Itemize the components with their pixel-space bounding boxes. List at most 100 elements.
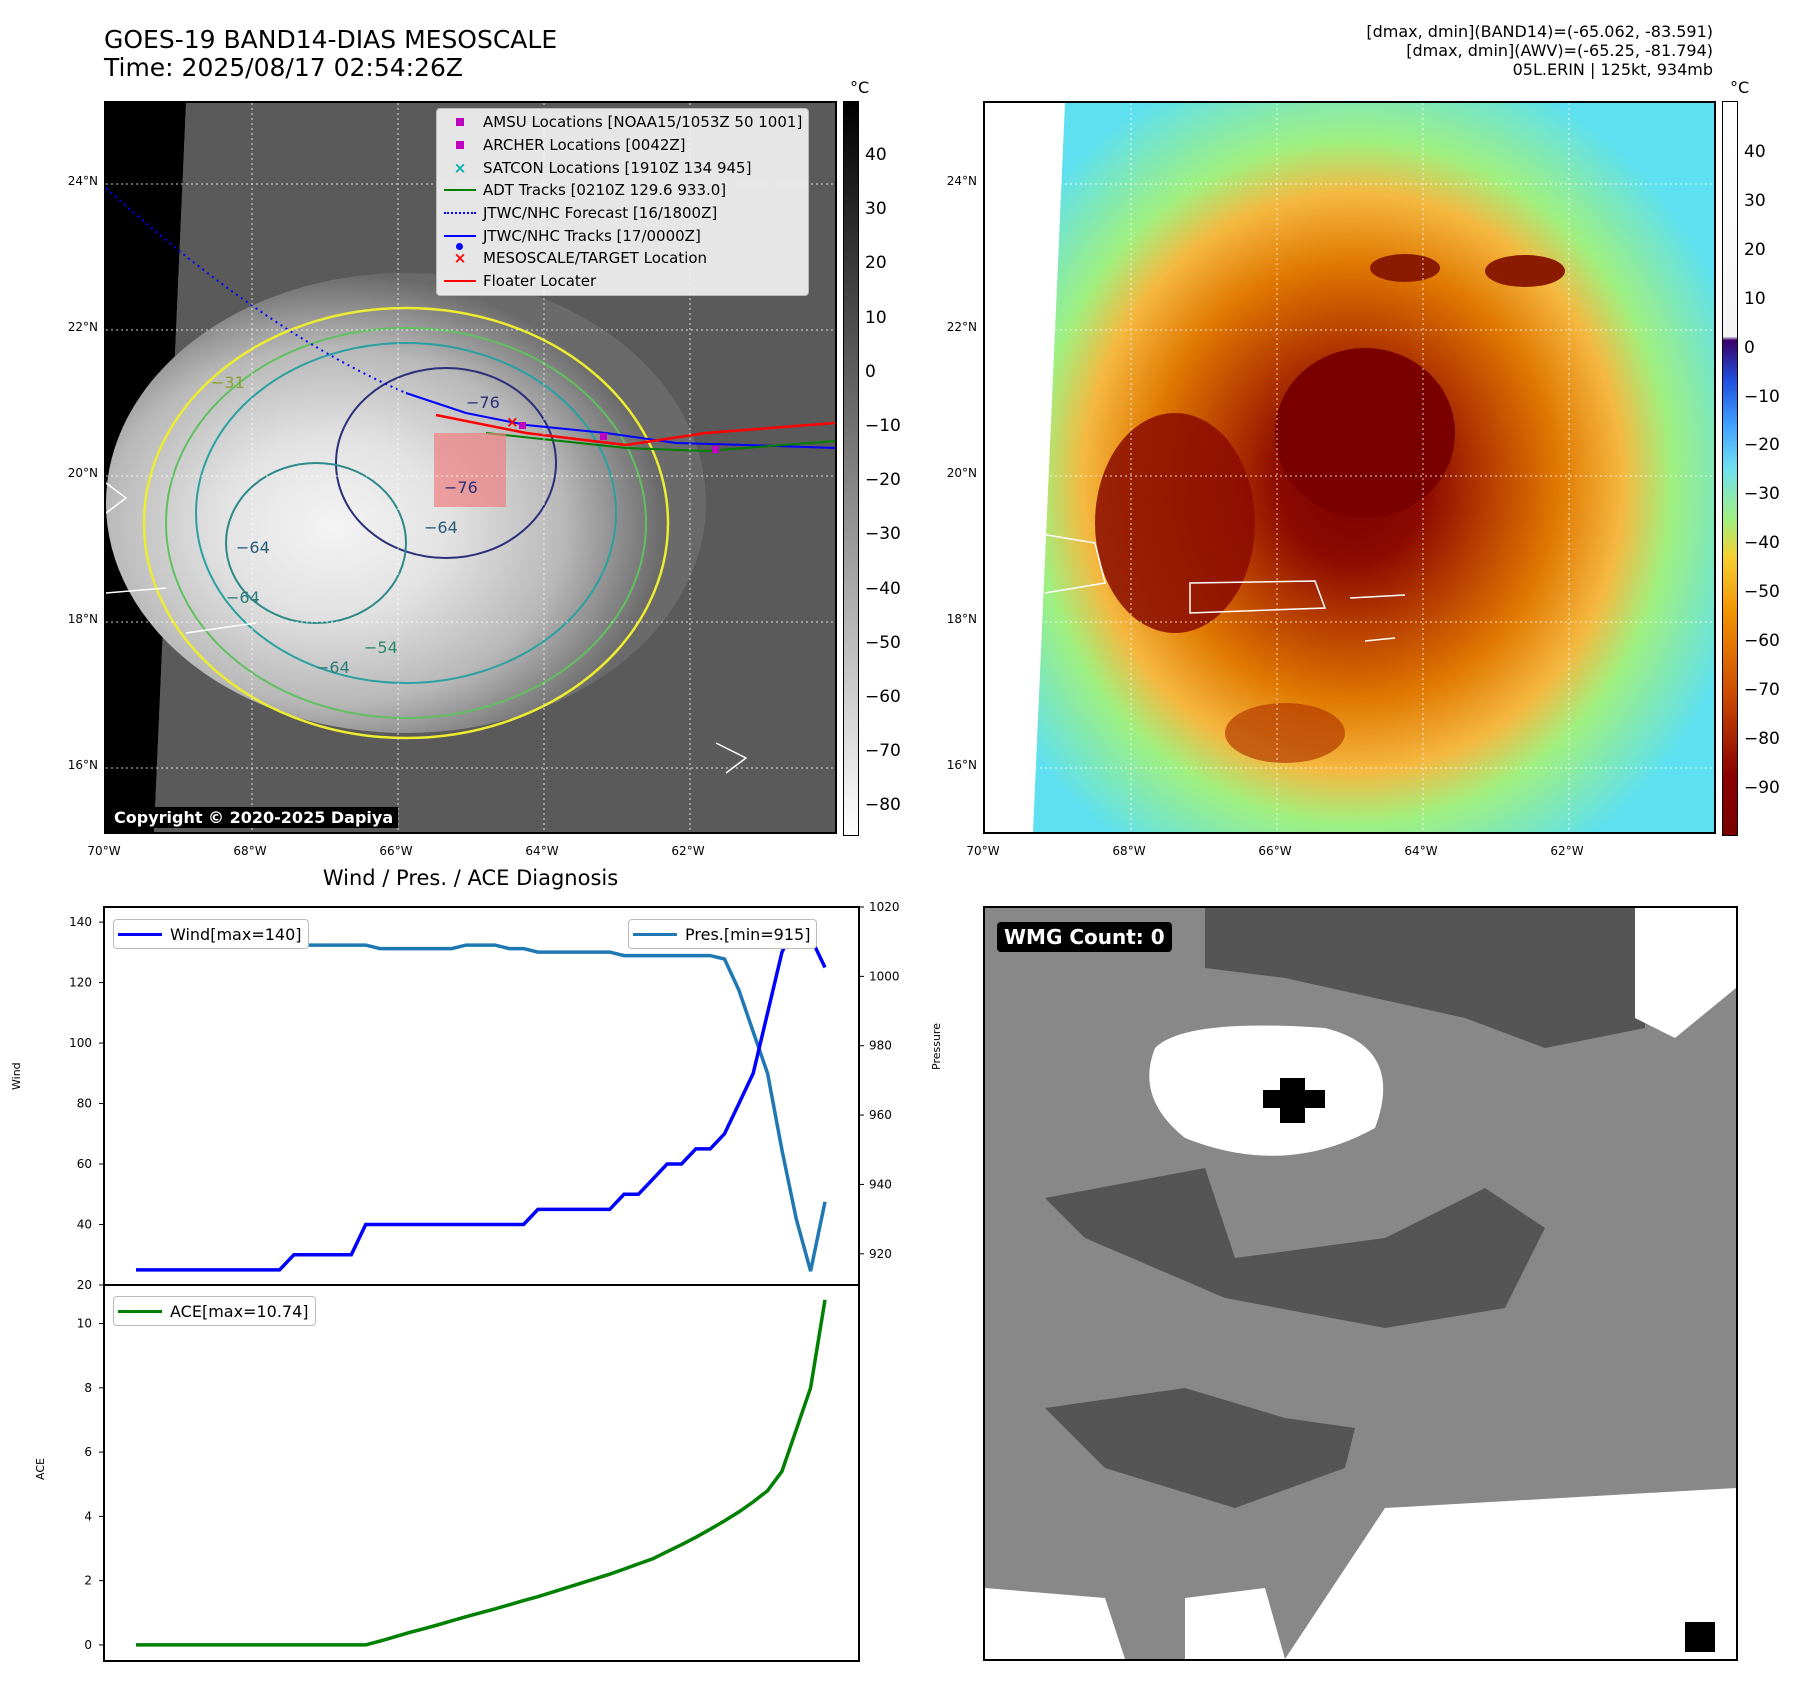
lon-label: 70°W	[87, 844, 121, 858]
copyright-badge: Copyright © 2020-2025 Dapiya	[109, 807, 399, 828]
colorbar-tick-label: −50	[865, 632, 901, 653]
title-line-2: Time: 2025/08/17 02:54:26Z	[104, 53, 463, 82]
wind-tick-label: 140	[69, 915, 92, 929]
ace-tick-label: 0	[84, 1638, 92, 1652]
colorbar-tick-label: −80	[865, 795, 901, 816]
lon-label: 62°W	[671, 844, 705, 858]
ace-tick-label: 4	[84, 1509, 92, 1523]
pressure-tick-label: 1000	[869, 969, 900, 983]
legend-item: × SATCON Locations [1910Z 134 945]	[437, 156, 802, 179]
contour-label: −54	[364, 638, 398, 657]
wmg-panel: WMG Count: 0	[983, 906, 1738, 1661]
ace-tick-label: 2	[84, 1574, 92, 1588]
colorbar-tick-label: −90	[1744, 777, 1780, 798]
lon-label: 68°W	[233, 844, 267, 858]
lat-label: 22°N	[67, 320, 98, 334]
diagnosis-title: Wind / Pres. / ACE Diagnosis	[322, 866, 619, 890]
lon-label: 64°W	[1404, 844, 1438, 858]
colorbar-tick-label: −10	[1744, 386, 1780, 407]
pressure-axis-label: Pressure	[930, 1023, 943, 1070]
line-dot-marker-icon	[437, 234, 483, 250]
wind-pressure-plot-frame	[103, 906, 860, 1286]
colorbar-tick-label: 40	[865, 145, 887, 165]
lon-label: 64°W	[525, 844, 559, 858]
legend-item: Floater Locater	[437, 270, 802, 293]
right-colorbar-unit: °C	[1730, 78, 1750, 97]
wind-tick-label: 20	[77, 1278, 92, 1292]
colorbar-tick-label: 30	[1744, 190, 1766, 211]
wind-tick-label: 40	[77, 1218, 92, 1232]
ace-tick-label: 10	[77, 1317, 92, 1331]
square-marker-icon	[437, 141, 483, 150]
left-colorbar-unit: °C	[850, 78, 870, 97]
colorbar-tick-label: −80	[1744, 728, 1780, 749]
line-marker-icon	[118, 932, 162, 936]
color-ir-map-panel	[983, 101, 1716, 834]
lon-label: 66°W	[1258, 844, 1292, 858]
colorbar-tick-label: −60	[865, 687, 901, 707]
wind-tick-label: 60	[77, 1157, 92, 1171]
lat-label: 24°N	[946, 174, 977, 188]
lat-label: 16°N	[946, 758, 977, 772]
lat-label: 20°N	[67, 466, 98, 480]
wind-tick-label: 100	[69, 1036, 92, 1050]
colorbar-tick-label: 0	[1744, 337, 1755, 358]
contour-label: −64	[226, 588, 260, 607]
wmg-count-badge: WMG Count: 0	[997, 922, 1172, 952]
lat-label: 16°N	[67, 758, 98, 772]
colorbar-tick-label: −20	[1744, 435, 1780, 456]
contour-label: −31	[211, 373, 245, 392]
lon-label: 62°W	[1550, 844, 1584, 858]
lon-label: 68°W	[1112, 844, 1146, 858]
legend-item: AMSU Locations [NOAA15/1053Z 50 1001]	[437, 111, 802, 134]
wind-legend-label: Wind[max=140]	[170, 924, 302, 944]
colorbar-tick-label: −30	[865, 524, 901, 545]
title-line-1: GOES-19 BAND14-DIAS MESOSCALE	[104, 25, 558, 54]
x-marker-icon: ×	[453, 249, 467, 268]
line-marker-icon	[118, 1309, 162, 1313]
colorbar-tick-label: −40	[865, 578, 901, 599]
ace-legend: ACE[max=10.74]	[113, 1296, 316, 1326]
color-ir-map-image	[985, 103, 1714, 832]
contour-label: −64	[236, 538, 270, 557]
contour-label: −76	[466, 393, 500, 412]
eye-marker	[1263, 1078, 1325, 1123]
contour-label: −76	[444, 478, 478, 497]
lat-label: 20°N	[946, 466, 977, 480]
colorbar-tick-label: 20	[1744, 239, 1766, 260]
stats-line-2: [dmax, dmin](AWV)=(-65.25, -81.794)	[1406, 41, 1713, 60]
colorbar-tick-label: 10	[1744, 288, 1766, 309]
ace-tick-label: 6	[84, 1445, 92, 1459]
diagnosis-chart: 20 40 60 80 100 120 140 920 940 960 980 1000 1020 0 2 4…	[69, 900, 900, 1662]
wind-tick-label: 80	[77, 1097, 92, 1111]
pressure-tick-label: 980	[869, 1039, 892, 1053]
wind-tick-label: 120	[69, 976, 92, 990]
colorbar-tick-label: −50	[1744, 582, 1780, 603]
line-marker-icon	[437, 280, 483, 283]
map-legend: AMSU Locations [NOAA15/1053Z 50 1001] AR…	[436, 108, 810, 296]
mesoscale-target-box	[434, 433, 506, 507]
legend-item: ARCHER Locations [0042Z]	[437, 134, 802, 157]
figure-stats: [dmax, dmin](BAND14)=(-65.062, -83.591) …	[1366, 22, 1713, 79]
pressure-series-line	[136, 919, 827, 1272]
line-marker-icon	[633, 932, 677, 936]
colorbar-tick-label: 0	[865, 361, 876, 382]
ace-legend-label: ACE[max=10.74]	[170, 1301, 309, 1321]
ace-tick-label: 8	[84, 1381, 92, 1395]
contour-label: −64	[316, 658, 350, 677]
lat-label: 22°N	[946, 320, 977, 334]
lat-label: 18°N	[67, 612, 98, 626]
lon-label: 66°W	[379, 844, 413, 858]
colorbar-tick-label: −30	[1744, 484, 1780, 505]
left-colorbar	[843, 101, 859, 836]
pressure-legend: Pres.[min=915]	[628, 919, 818, 949]
colorbar-tick-label: −20	[865, 470, 901, 491]
pressure-tick-label: 920	[869, 1247, 892, 1261]
pressure-tick-label: 1020	[869, 900, 900, 914]
svg-text:×: ×	[506, 413, 519, 431]
colorbar-tick-label: −40	[1744, 533, 1780, 554]
contour-label: −64	[424, 518, 458, 537]
lat-label: 18°N	[946, 612, 977, 626]
wind-axis-label: Wind	[10, 1062, 23, 1090]
colorbar-tick-label: 30	[865, 199, 887, 220]
